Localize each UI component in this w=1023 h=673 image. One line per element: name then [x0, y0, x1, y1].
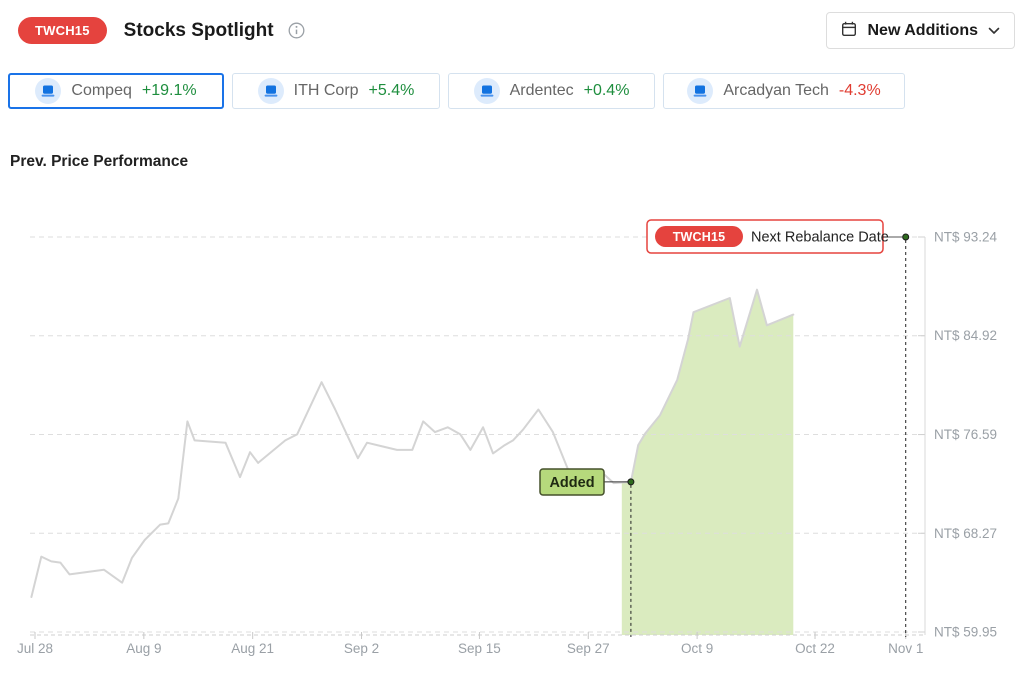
new-additions-dropdown[interactable]: New Additions — [826, 12, 1015, 49]
info-icon[interactable] — [288, 22, 305, 39]
x-axis-label: Sep 27 — [567, 641, 610, 656]
y-axis-label: NT$ 93.24 — [934, 230, 998, 245]
header: TWCH15 Stocks Spotlight New Additions — [0, 0, 1023, 49]
price-performance-chart: NT$ 93.24 NT$ 84.92 NT$ 76.59 NT$ 68.27 NT$ … — [17, 219, 998, 656]
y-axis-label: NT$ 84.92 — [934, 328, 997, 343]
added-label: Added — [549, 475, 594, 491]
stock-name: Compeq — [71, 82, 132, 99]
rebalance-badge — [655, 226, 743, 247]
x-axis-label: Aug 9 — [126, 641, 161, 656]
stock-change: +0.4% — [583, 82, 630, 99]
chevron-down-icon — [988, 23, 1000, 38]
stock-card-ardentec[interactable]: Ardentec +0.4% — [448, 73, 655, 109]
added-label-box — [539, 468, 605, 496]
stock-name: Arcadyan Tech — [723, 82, 829, 99]
added-area — [621, 289, 794, 635]
stock-change: +5.4% — [368, 82, 415, 99]
dropdown-label: New Additions — [867, 21, 978, 39]
stock-change: +19.1% — [141, 82, 197, 99]
laptop-icon — [473, 78, 500, 104]
stock-change: -4.3% — [838, 82, 881, 99]
price-line — [30, 288, 795, 598]
stock-name: Ardentec — [509, 82, 574, 99]
added-marker — [627, 478, 635, 486]
stock-card-arcadyan-tech[interactable]: Arcadyan Tech -4.3% — [663, 73, 905, 109]
section-title: Prev. Price Performance — [10, 153, 189, 170]
stock-cards-row: Compeq +19.1% ITH Corp +5.4% Ardentec +0… — [8, 73, 1015, 109]
x-axis-label: Aug 21 — [231, 641, 274, 656]
x-axis-label: Sep 15 — [458, 641, 501, 656]
x-axis-label: Nov 1 — [888, 641, 923, 656]
y-axis-label: NT$ 59.95 — [934, 624, 997, 639]
stock-name: ITH Corp — [293, 82, 359, 99]
index-badge: TWCH15 — [18, 17, 107, 44]
stock-card-ith-corp[interactable]: ITH Corp +5.4% — [232, 73, 440, 109]
x-axis-label: Jul 28 — [17, 641, 53, 656]
page-title: Stocks Spotlight — [123, 19, 274, 41]
stock-card-compeq[interactable]: Compeq +19.1% — [8, 73, 224, 109]
laptop-icon — [35, 78, 62, 104]
calendar-icon — [841, 21, 857, 40]
x-axis-label: Sep 2 — [344, 641, 379, 656]
rebalance-label: Next Rebalance Date — [751, 230, 889, 246]
laptop-icon — [257, 78, 284, 104]
y-axis-label: NT$ 76.59 — [934, 427, 997, 442]
y-axis-label: NT$ 68.27 — [934, 526, 997, 541]
x-axis-label: Oct 9 — [681, 641, 713, 656]
rebalance-marker — [902, 233, 910, 241]
x-axis-label: Oct 22 — [795, 641, 835, 656]
laptop-icon — [687, 78, 714, 104]
rebalance-badge-label: TWCH15 — [673, 230, 726, 244]
